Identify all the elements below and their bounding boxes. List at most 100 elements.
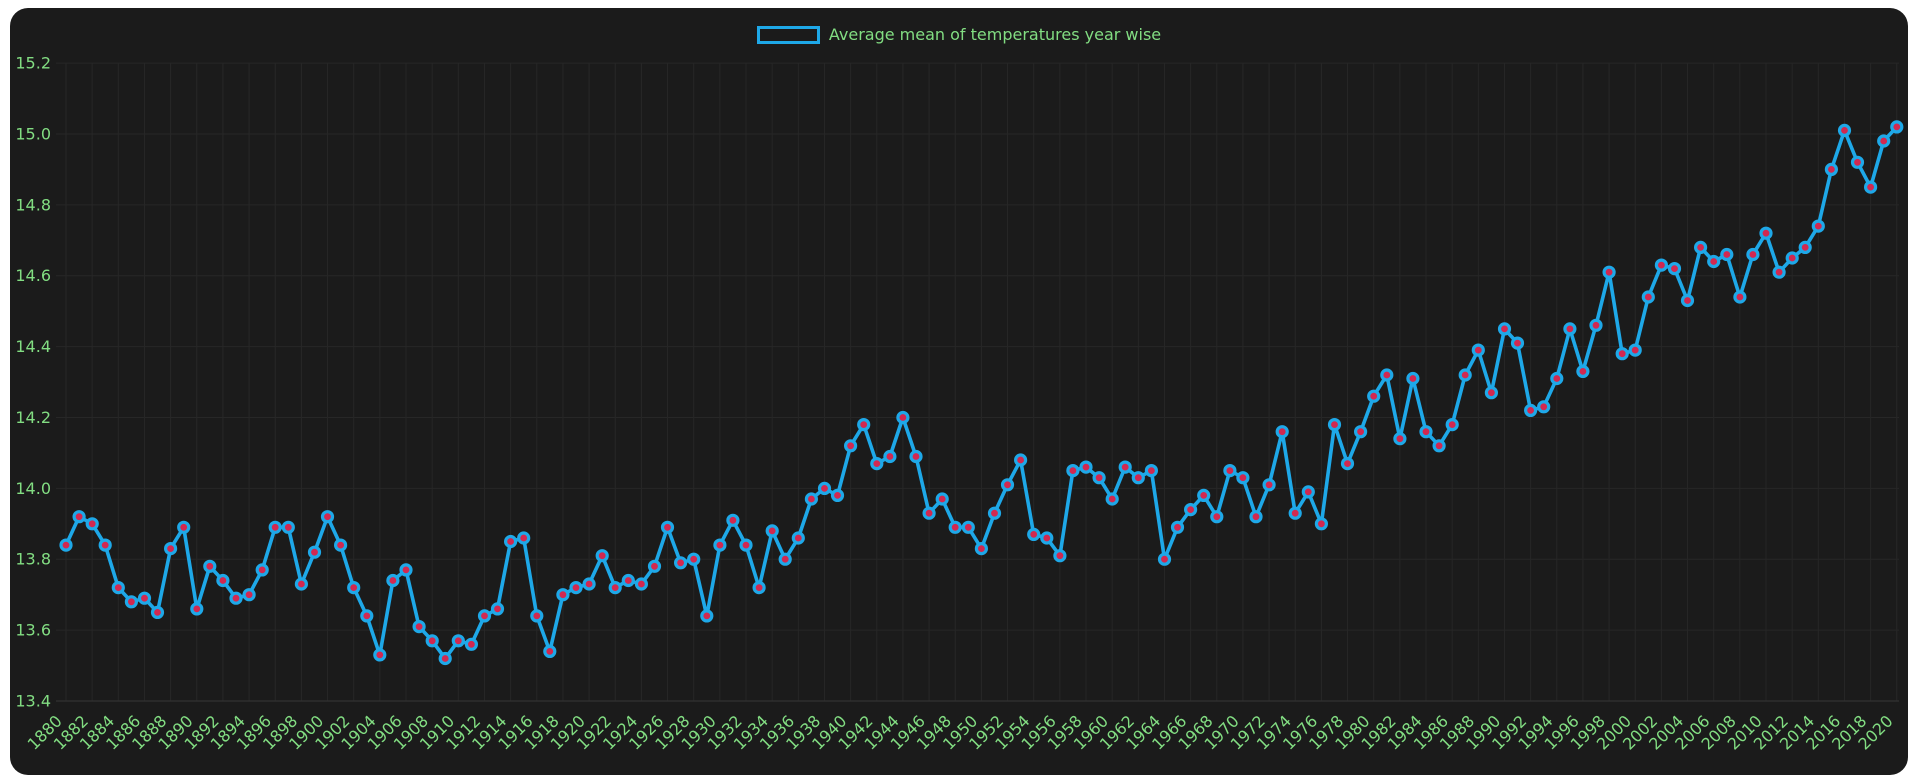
data-point (1288, 506, 1302, 520)
data-point (137, 591, 152, 605)
y-axis-tick-label: 13.6 (15, 621, 51, 640)
data-point (1327, 418, 1342, 432)
data-point (1798, 240, 1812, 254)
data-point (556, 588, 570, 602)
data-point (1785, 251, 1799, 265)
y-axis-tick-label: 14.2 (15, 408, 51, 427)
data-point (1563, 322, 1577, 336)
data-point (1510, 336, 1525, 350)
data-point (922, 506, 936, 520)
data-point (1367, 389, 1381, 403)
data-point (752, 580, 766, 595)
data-point (360, 609, 374, 623)
chart-panel (10, 8, 1908, 775)
data-point (608, 580, 622, 595)
data-point (464, 637, 478, 651)
data-point (190, 602, 204, 616)
data-point (1053, 549, 1067, 563)
data-point (1680, 293, 1695, 308)
data-point (177, 520, 191, 534)
data-point (1667, 262, 1682, 276)
data-point (1550, 371, 1564, 386)
data-point (1746, 247, 1760, 262)
data-point (386, 573, 400, 588)
y-axis-tick-label: 14.4 (15, 337, 51, 356)
y-axis-tick-label: 14.6 (15, 266, 51, 285)
data-point (124, 595, 138, 609)
y-axis-tick-label: 15.2 (15, 54, 51, 73)
data-point (935, 492, 949, 506)
data-point (830, 488, 845, 502)
data-point (1236, 471, 1250, 485)
data-point (1615, 347, 1629, 361)
data-point (700, 609, 714, 623)
data-point (987, 506, 1002, 520)
data-point (621, 573, 635, 588)
data-point (1210, 510, 1224, 524)
data-point (595, 549, 609, 563)
data-point (59, 538, 73, 552)
data-point (543, 644, 557, 659)
data-point (216, 573, 230, 588)
data-point (673, 556, 688, 570)
data-point (1576, 364, 1590, 378)
data-point (1772, 265, 1786, 279)
data-point (504, 534, 518, 549)
data-point (1602, 265, 1616, 279)
data-point (490, 602, 505, 616)
data-point (896, 410, 910, 425)
data-point (229, 591, 243, 605)
data-point (1628, 343, 1642, 357)
data-point (1850, 155, 1865, 169)
data-point (883, 449, 897, 464)
y-axis-tick-label: 13.8 (15, 550, 51, 569)
data-point (647, 559, 662, 573)
data-point (1641, 290, 1655, 304)
data-point (1837, 123, 1852, 137)
data-point (438, 651, 452, 666)
data-point (307, 545, 322, 559)
data-point (281, 520, 295, 534)
data-point (1340, 457, 1355, 471)
data-point (1432, 439, 1446, 453)
data-point (1406, 371, 1420, 386)
data-point (1144, 464, 1159, 478)
data-point (425, 634, 439, 648)
data-point (791, 531, 805, 545)
data-point (765, 524, 779, 538)
data-point (1170, 520, 1185, 534)
data-point (974, 541, 989, 556)
data-point (1066, 464, 1080, 478)
data-point (1890, 120, 1904, 134)
y-axis-tick-label: 15.0 (15, 124, 51, 143)
data-point (1458, 368, 1472, 382)
data-point (1380, 368, 1394, 382)
data-point (98, 538, 112, 552)
data-point (477, 609, 492, 623)
data-point (334, 538, 348, 552)
data-point (660, 520, 675, 534)
data-point (412, 619, 426, 634)
data-point (268, 520, 282, 534)
data-point (242, 588, 256, 602)
data-point (857, 418, 871, 432)
data-point (569, 580, 583, 595)
data-point (150, 605, 165, 620)
data-point (1105, 492, 1119, 506)
data-point (1863, 180, 1878, 194)
data-point (347, 580, 361, 595)
data-point (1537, 400, 1551, 414)
data-point (948, 520, 962, 534)
data-point (530, 609, 544, 623)
data-point (1484, 386, 1499, 400)
data-point (1523, 403, 1538, 417)
data-point (804, 492, 819, 506)
data-point (1000, 478, 1015, 492)
data-point (1877, 134, 1891, 148)
data-point (1301, 485, 1315, 499)
data-point (1157, 552, 1172, 566)
data-point (1824, 162, 1839, 176)
data-point (1027, 527, 1041, 542)
data-point (1223, 464, 1237, 478)
